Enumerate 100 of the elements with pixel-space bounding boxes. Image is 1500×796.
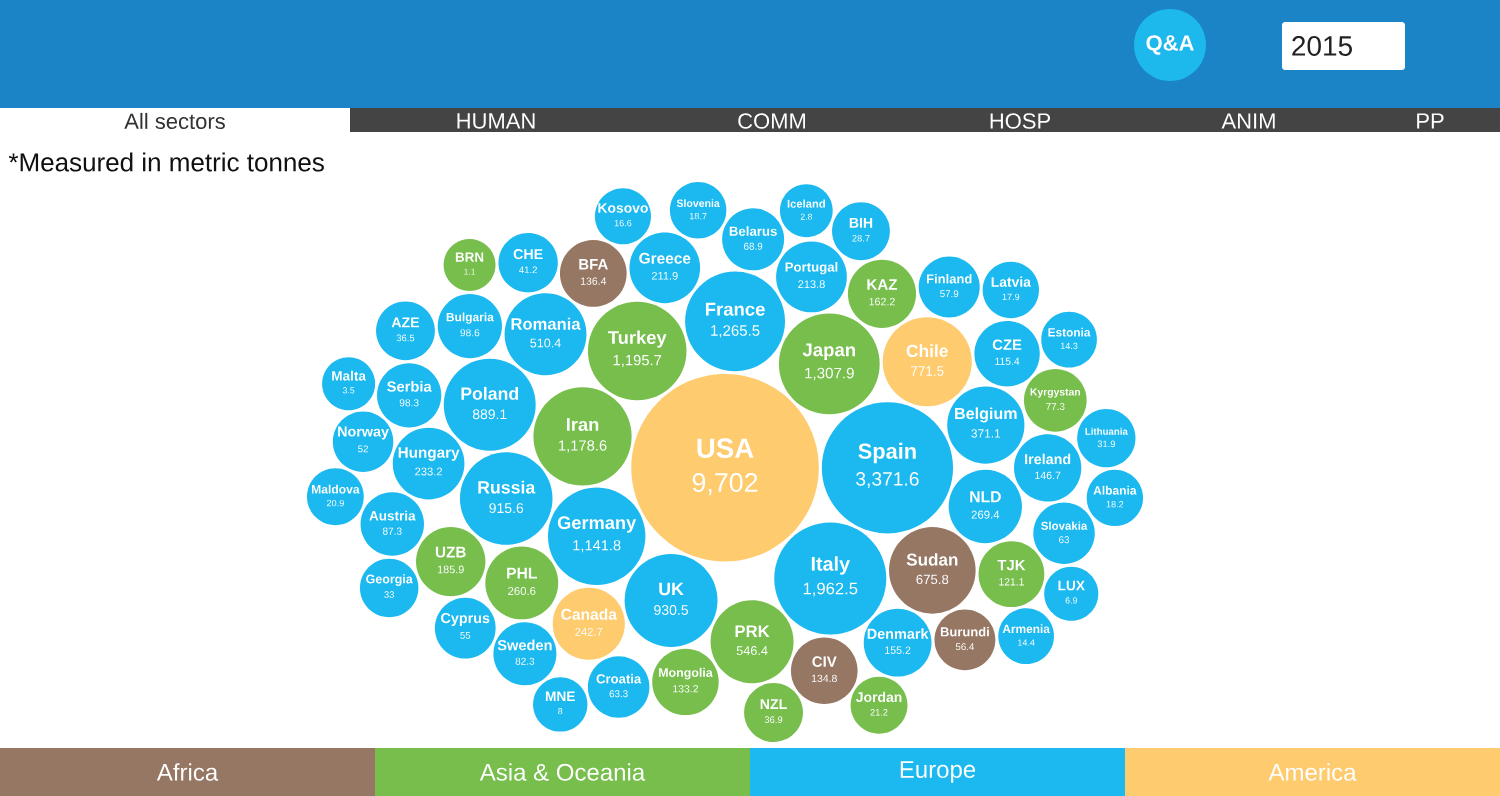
category-label: CIV <box>812 656 837 667</box>
data-label: 18.7 <box>689 212 707 220</box>
data-label: 98.3 <box>399 399 419 407</box>
text: 2015 <box>1292 36 1352 56</box>
data-label: 115.4 <box>995 357 1020 365</box>
category-label: Serbia <box>387 380 432 392</box>
category-label: Romania <box>511 317 581 330</box>
data-label: 14.4 <box>1018 639 1035 646</box>
category-label: Croatia <box>596 673 642 684</box>
data-label: 56.4 <box>955 643 975 651</box>
category-label: Sweden <box>497 639 552 651</box>
category-label: Georgia <box>366 574 413 586</box>
data-label: 889.1 <box>472 409 507 420</box>
category-label: Chile <box>906 344 948 358</box>
data-label: 136.4 <box>580 277 607 285</box>
data-label: 915.6 <box>489 503 524 514</box>
category-label: UK <box>659 582 684 596</box>
category-label: Finland <box>926 273 972 284</box>
data-label: 2.8 <box>800 213 812 220</box>
data-label: 36.5 <box>396 334 415 342</box>
category-label: Russia <box>478 480 536 494</box>
data-label: 371.1 <box>971 429 1001 438</box>
data-label: 55 <box>460 631 471 639</box>
data-label: 6.9 <box>1065 597 1077 604</box>
category-label: Slovakia <box>1041 521 1088 530</box>
category-label: Albania <box>1093 485 1137 495</box>
category-label: Norway <box>338 426 389 440</box>
text: Africa <box>156 763 219 781</box>
data-label: 211.9 <box>651 271 678 280</box>
category-label: Turkey <box>608 330 667 348</box>
category-label: KAZ <box>867 279 898 290</box>
data-label: 771.5 <box>910 366 944 376</box>
data-label: 242.7 <box>575 627 603 636</box>
data-label: 77.3 <box>1046 402 1065 410</box>
category-label: CZE <box>992 339 1022 350</box>
data-label: 1.1 <box>464 268 476 275</box>
category-label: Latvia <box>991 276 1032 287</box>
category-label: Austria <box>369 510 416 521</box>
category-label: Belgium <box>955 407 1017 423</box>
category-label: Maldova <box>311 484 360 494</box>
text: Europe <box>900 761 976 783</box>
text: PP <box>1417 113 1444 129</box>
category-label: Slovenia <box>676 199 720 207</box>
category-label: PRK <box>735 625 770 637</box>
data-label: 233.2 <box>415 467 443 476</box>
data-label: 82.3 <box>515 657 535 665</box>
data-label: 3.5 <box>342 387 355 394</box>
category-label: Burundi <box>940 626 989 637</box>
category-label: Kosovo <box>598 203 648 213</box>
data-label: 16.6 <box>614 219 632 227</box>
category-label: Estonia <box>1048 327 1091 337</box>
data-label: 260.6 <box>508 586 536 596</box>
data-label: 1,178.6 <box>559 440 607 453</box>
text: *Measured in metric tonnes <box>8 152 324 172</box>
category-label: Lithuania <box>1085 427 1128 435</box>
category-label: NLD <box>970 491 1001 503</box>
category-label: AZE <box>391 317 420 328</box>
category-label: BRN <box>455 252 484 262</box>
category-label: BIH <box>849 217 873 228</box>
data-label: 8 <box>558 708 563 715</box>
category-label: Malta <box>332 370 367 381</box>
category-label: Ireland <box>1025 453 1071 465</box>
data-label: 121.1 <box>999 578 1024 586</box>
data-label: 133.2 <box>673 685 699 693</box>
category-label: Portugal <box>785 262 838 275</box>
category-label: LUX <box>1058 580 1085 591</box>
category-label: Greece <box>639 252 691 264</box>
data-label: 1,962.5 <box>803 582 858 597</box>
data-label: 57.9 <box>940 290 959 298</box>
category-label: NZL <box>760 699 787 709</box>
data-label: 1,307.9 <box>805 367 854 381</box>
text: All sectors <box>124 112 225 130</box>
category-label: Mongolia <box>659 667 713 680</box>
category-label: France <box>705 302 765 316</box>
text: Asia & Oceania <box>479 763 646 781</box>
category-label: UZB <box>435 546 466 558</box>
data-label: 36.9 <box>764 716 783 723</box>
data-label: 52 <box>358 445 368 453</box>
data-label: 63.3 <box>609 690 628 698</box>
category-label: MNE <box>545 691 575 702</box>
category-label: Kyrgystan <box>1030 388 1081 398</box>
data-label: 17.9 <box>1002 293 1020 301</box>
category-label: Cyprus <box>441 612 490 626</box>
data-label: 1,195.7 <box>613 354 662 368</box>
data-label: 87.3 <box>382 527 402 535</box>
category-label: Bulgaria <box>446 312 494 324</box>
data-label: 21.2 <box>870 708 888 716</box>
data-label: 162.2 <box>869 297 895 306</box>
data-label: 63 <box>1059 536 1070 544</box>
data-label: 146.7 <box>1035 471 1061 480</box>
category-label: Poland <box>461 386 518 400</box>
category-label: Japan <box>802 343 855 361</box>
data-label: 9,702 <box>692 473 758 496</box>
data-label: 3,371.6 <box>856 472 919 488</box>
category-label: Spain <box>858 442 916 464</box>
data-label: 510.4 <box>530 338 561 348</box>
category-label: Belarus <box>729 226 777 236</box>
category-label: Iceland <box>787 199 825 208</box>
data-label: 1,141.8 <box>573 540 621 553</box>
text: HOSP <box>990 113 1051 129</box>
